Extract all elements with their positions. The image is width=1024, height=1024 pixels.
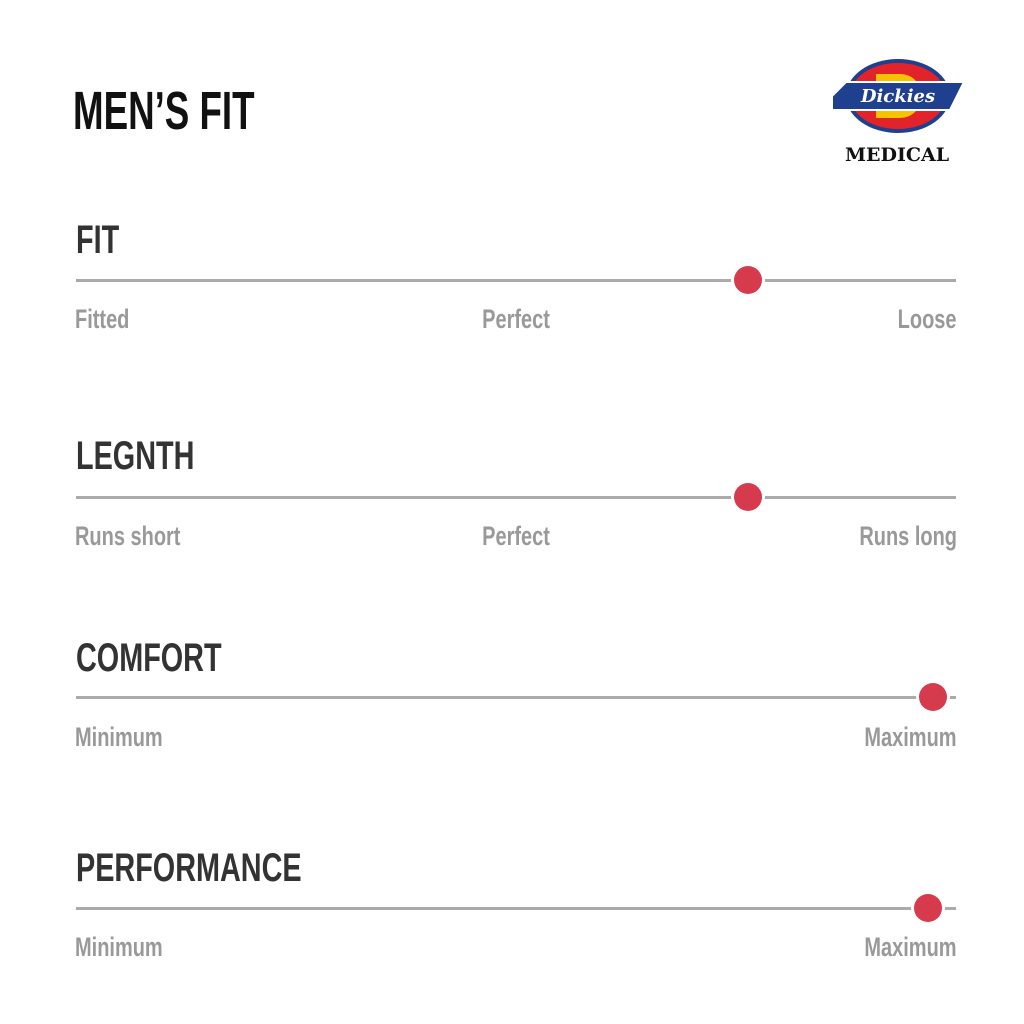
length-middle-label: Perfect: [482, 521, 550, 551]
length-right-label: Runs long: [859, 521, 957, 551]
comfort-left-label: Minimum: [75, 722, 163, 752]
comfort-right-label: Maximum: [864, 722, 957, 752]
fit-middle-label: Perfect: [482, 304, 550, 334]
svg-text:Dickies: Dickies: [860, 86, 935, 107]
length-left-label: Runs short: [75, 521, 181, 551]
length-title: LEGNTH: [76, 434, 195, 478]
comfort-title: COMFORT: [76, 636, 222, 680]
performance-right-label: Maximum: [864, 932, 957, 962]
comfort-slider-marker: [919, 683, 948, 711]
page-title: MEN’S FIT: [73, 81, 255, 141]
dickies-logo: Dickies: [831, 59, 966, 133]
length-slider-marker: [734, 483, 763, 511]
performance-slider-marker: [913, 894, 942, 922]
performance-slider-track: [76, 894, 956, 922]
logo-subtitle: MEDICAL: [845, 144, 950, 166]
performance-title: PERFORMANCE: [76, 846, 302, 890]
fit-title: FIT: [76, 218, 120, 262]
fit-right-label: Loose: [898, 304, 957, 334]
fit-left-label: Fitted: [75, 304, 130, 334]
fit-slider-marker: [734, 266, 763, 294]
length-slider-track: [76, 483, 956, 511]
performance-left-label: Minimum: [75, 932, 163, 962]
fit-slider-track: [76, 266, 956, 294]
comfort-slider-track: [76, 683, 956, 711]
